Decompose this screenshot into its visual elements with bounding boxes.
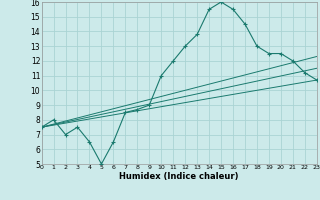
X-axis label: Humidex (Indice chaleur): Humidex (Indice chaleur) <box>119 172 239 181</box>
